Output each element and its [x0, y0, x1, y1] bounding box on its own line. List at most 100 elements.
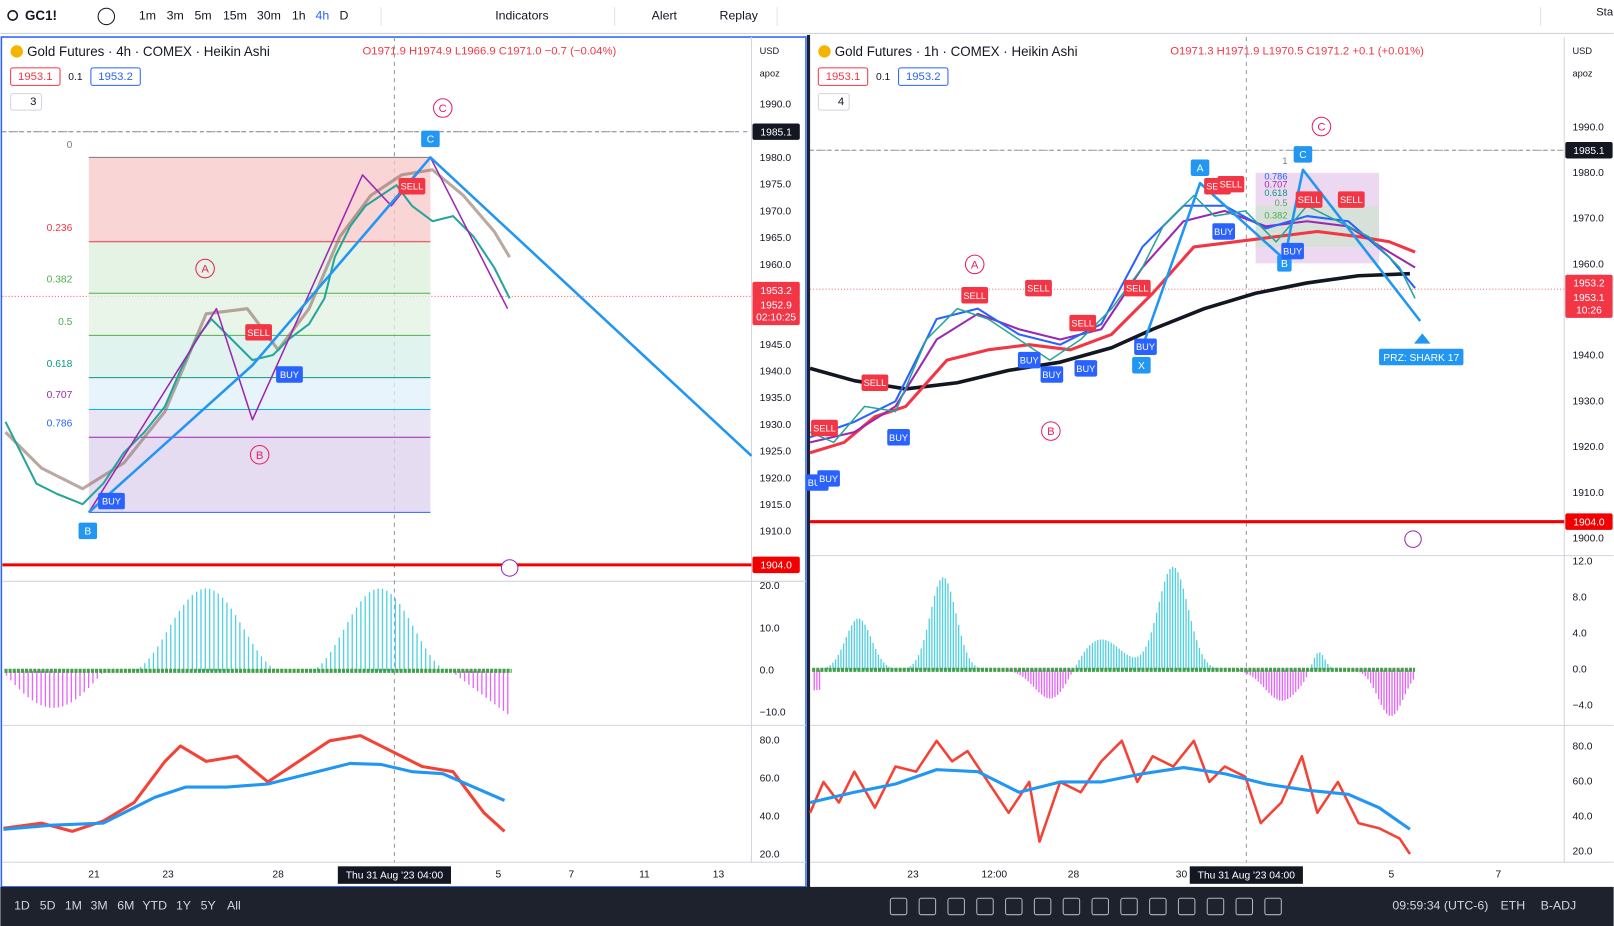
drawing-tool[interactable] — [889, 897, 908, 916]
fib-label: 1 — [1282, 156, 1287, 166]
drawing-tool[interactable] — [976, 897, 994, 916]
session[interactable]: ETH — [1500, 899, 1525, 913]
pattern-label: C — [1299, 150, 1307, 161]
price-tick-label: 1940.0 — [1572, 351, 1604, 362]
range-button[interactable]: 1Y — [176, 899, 191, 913]
drawing-tool[interactable] — [1235, 897, 1254, 916]
symbol-logo — [818, 45, 831, 58]
interval[interactable]: 15m — [223, 9, 247, 23]
interval[interactable]: 30m — [257, 9, 281, 23]
price-tick-label: 1915.0 — [760, 500, 792, 511]
price-tag-bg — [752, 556, 800, 574]
osc-tick-label: 0.0 — [1572, 665, 1587, 676]
signal: BUY — [102, 497, 121, 507]
symbol-logo — [10, 45, 23, 58]
drawing-tool[interactable] — [1120, 897, 1138, 916]
price-tick-label: 1965.0 — [760, 233, 792, 244]
bottom-bar — [0, 886, 1614, 926]
price-tick-label: 1925.0 — [760, 447, 792, 458]
drawing-tool[interactable] — [1206, 897, 1225, 916]
panel-divider — [807, 34, 811, 889]
pattern-label: C — [427, 135, 435, 146]
signal: SELL — [1220, 180, 1243, 190]
interval[interactable]: D — [340, 9, 349, 23]
price-tick-label: 1960.0 — [1572, 259, 1604, 270]
symbol[interactable]: GC1! — [25, 8, 57, 23]
price-tag: 1904.0 — [760, 561, 792, 572]
signal: BUY — [819, 474, 838, 484]
range-button[interactable]: YTD — [142, 899, 167, 913]
signal: SELL — [401, 182, 424, 192]
interval[interactable]: 5m — [194, 9, 211, 23]
price-tick-label: 1975.0 — [760, 180, 792, 191]
price-tick-label: 1990.0 — [760, 100, 792, 111]
signal: SELL — [1126, 284, 1149, 294]
range-button[interactable]: 5D — [40, 899, 56, 913]
signal-bg — [1217, 175, 1245, 193]
range-button[interactable]: 5Y — [201, 899, 216, 913]
ma-purple — [809, 209, 1416, 444]
signal: BUY — [1020, 356, 1039, 366]
indicator-toggle[interactable] — [10, 93, 43, 111]
fib-zone — [88, 157, 431, 242]
fib-label: 0.618 — [47, 359, 73, 370]
price-tag: 10:26 — [1576, 305, 1602, 316]
indicators[interactable]: Indicators — [495, 9, 548, 23]
pattern-label: B — [1281, 259, 1288, 270]
prz-label: PRZ: SHARK 17 — [1383, 353, 1459, 364]
add-symbol[interactable] — [97, 7, 116, 26]
range-button[interactable]: 3M — [91, 899, 108, 913]
drawing-tool[interactable] — [1033, 897, 1052, 916]
rsi-tick-label: 40.0 — [760, 812, 780, 823]
signal-bg — [861, 374, 889, 391]
pattern-label: C — [1317, 122, 1325, 134]
scale-mode: apoz — [1572, 69, 1592, 79]
interval[interactable]: 1m — [139, 9, 156, 23]
drawing-tool[interactable] — [1264, 897, 1282, 916]
range-button[interactable]: 1M — [65, 899, 82, 913]
signal-bg — [1040, 366, 1064, 383]
toolbar-right[interactable]: Sta — [1596, 6, 1614, 18]
price-tick-label: 1940.0 — [760, 367, 792, 378]
pattern-circle — [1311, 116, 1332, 137]
crosshair-time: Thu 31 Aug '23 04:00 — [346, 870, 444, 881]
currency: USD — [1572, 46, 1592, 56]
osc-tick-label: 4.0 — [1572, 629, 1587, 640]
drawing-tool[interactable] — [1091, 897, 1109, 916]
fib-label: 0.618 — [1264, 188, 1287, 198]
rsi-slow — [3, 761, 506, 831]
drawing-tool[interactable] — [1005, 897, 1023, 916]
alert[interactable]: Alert — [652, 9, 678, 23]
alert-icon — [1404, 530, 1422, 548]
range-button[interactable]: All — [227, 899, 241, 913]
adjust[interactable]: B-ADJ — [1541, 899, 1577, 913]
fib-label: 0.707 — [1264, 180, 1287, 190]
range-button[interactable]: 1D — [14, 899, 30, 913]
range-button[interactable]: 6M — [117, 899, 134, 913]
time-tick-label: 30 — [1176, 869, 1188, 880]
fib-label: 0.236 — [47, 223, 73, 234]
price-tick-label: 1945.0 — [760, 340, 792, 351]
interval[interactable]: 1h — [292, 9, 306, 23]
signal-bg — [887, 429, 910, 446]
fib-label: 0.5 — [58, 317, 73, 328]
drawing-tool[interactable] — [947, 897, 965, 916]
fib-label: 0.786 — [47, 419, 73, 430]
drawing-tool[interactable] — [1177, 897, 1196, 916]
rsi-tick-label: 60.0 — [760, 774, 780, 785]
drawing-tool[interactable] — [918, 897, 937, 916]
interval[interactable]: 3m — [167, 9, 184, 23]
price-tag: 1904.0 — [1573, 517, 1605, 528]
drawing-tool[interactable] — [1062, 897, 1081, 916]
fib-label: 0.382 — [1264, 211, 1287, 221]
drawing-tool[interactable] — [1149, 897, 1167, 916]
replay[interactable]: Replay — [720, 9, 759, 23]
signal-bg — [1025, 279, 1052, 297]
osc-tick-label: 20.0 — [760, 581, 780, 592]
time-tick-label: 21 — [88, 869, 100, 880]
time-tick-label: 12:00 — [981, 869, 1007, 880]
interval[interactable]: 4h — [316, 9, 330, 23]
pattern-label-bg — [421, 130, 440, 148]
indicator-toggle[interactable] — [817, 93, 850, 111]
signal: BUY — [1076, 364, 1095, 374]
